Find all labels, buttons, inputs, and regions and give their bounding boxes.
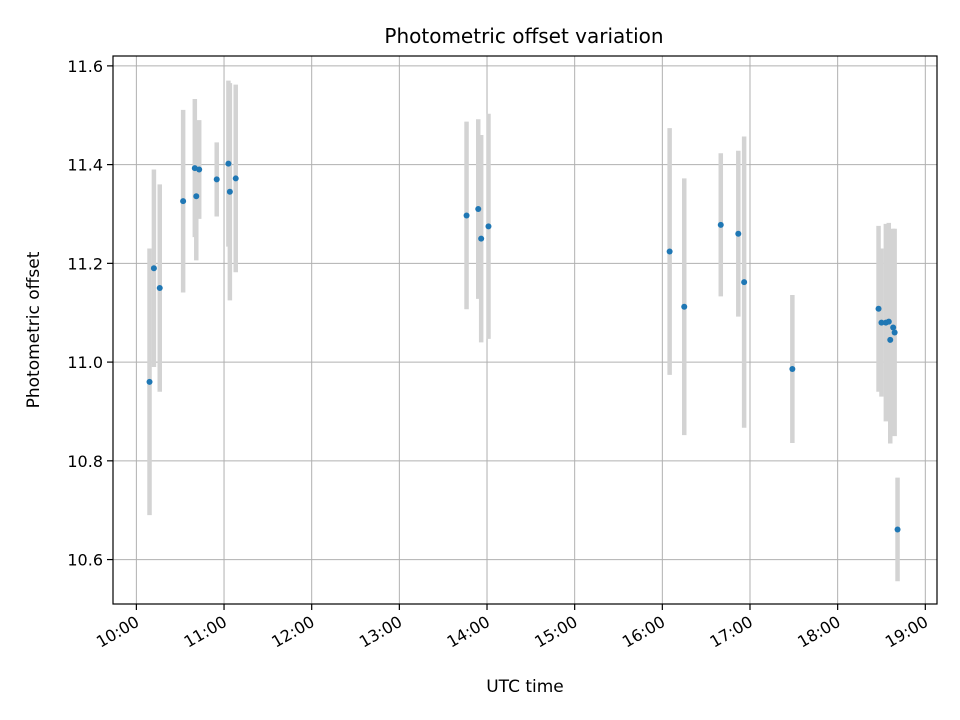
- y-tick-label: 11.6: [67, 57, 103, 76]
- data-point: [878, 319, 885, 326]
- data-points: [146, 160, 901, 533]
- x-axis-title: UTC time: [486, 677, 564, 697]
- data-point: [475, 206, 482, 213]
- data-point: [875, 305, 882, 312]
- data-point: [717, 221, 724, 228]
- data-point: [193, 193, 200, 200]
- data-point: [887, 336, 894, 343]
- plot-frame: [112, 55, 938, 605]
- y-tick-label: 11.0: [67, 353, 103, 372]
- data-point: [666, 248, 673, 255]
- data-point: [741, 279, 748, 286]
- data-point: [146, 378, 153, 385]
- data-point: [890, 324, 897, 331]
- data-point: [478, 235, 485, 242]
- data-point: [894, 526, 901, 533]
- data-point: [196, 166, 203, 173]
- data-point: [681, 303, 688, 310]
- data-point: [485, 223, 492, 230]
- data-point: [213, 176, 220, 183]
- data-point: [180, 198, 187, 205]
- y-tick-label: 10.8: [67, 452, 103, 471]
- data-point: [156, 285, 163, 292]
- y-tick-label: 11.2: [67, 254, 103, 273]
- data-point: [226, 188, 233, 195]
- data-point: [150, 265, 157, 272]
- data-point: [735, 230, 742, 237]
- data-point: [225, 160, 232, 167]
- data-point: [885, 318, 892, 325]
- y-tick-label: 11.4: [67, 156, 103, 175]
- y-axis-title: Photometric offset: [24, 251, 44, 408]
- data-point: [789, 366, 796, 373]
- data-point: [232, 175, 239, 182]
- chart-title: Photometric offset variation: [384, 24, 663, 48]
- y-tick-label: 10.6: [67, 551, 103, 570]
- data-point: [891, 329, 898, 336]
- data-point: [463, 212, 470, 219]
